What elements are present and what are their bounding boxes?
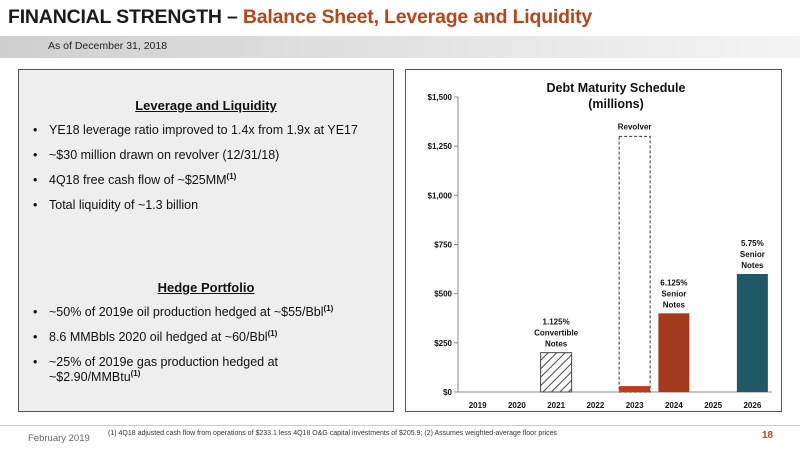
bar-label-2021: Notes — [545, 340, 568, 349]
list-item: ~$30 million drawn on revolver (12/31/18… — [31, 148, 383, 163]
chart-subtitle: (millions) — [588, 97, 644, 111]
x-tick-label: 2025 — [704, 401, 722, 410]
leverage-bullets: YE18 leverage ratio improved to 1.4x fro… — [31, 123, 383, 223]
as-of-band: As of December 31, 2018 — [0, 36, 800, 58]
x-tick-label: 2021 — [547, 401, 565, 410]
bar-2024 — [658, 313, 690, 392]
x-tick-label: 2022 — [586, 401, 604, 410]
y-tick-label: $1,250 — [428, 142, 453, 151]
bar-label-2021: Convertible — [534, 329, 579, 338]
leverage-heading: Leverage and Liquidity — [135, 98, 277, 113]
hedge-bullets: ~50% of 2019e oil production hedged at ~… — [31, 304, 383, 395]
y-tick-label: $250 — [434, 339, 452, 348]
list-item: ~50% of 2019e oil production hedged at ~… — [31, 304, 383, 320]
footer-date: February 2019 — [28, 433, 90, 444]
bar-2023 — [619, 386, 651, 392]
chart-title: Debt Maturity Schedule — [547, 81, 686, 95]
revolver-outline — [618, 135, 651, 393]
title-accent: Balance Sheet, Leverage and Liquidity — [242, 6, 593, 28]
y-tick-label: $1,000 — [428, 191, 453, 200]
page-title: FINANCIAL STRENGTH – Balance Sheet, Leve… — [8, 6, 592, 29]
debt-maturity-chart: Debt Maturity Schedule (millions) $0 $250… — [428, 81, 772, 410]
y-tick-label: $500 — [434, 290, 452, 299]
footer-divider — [0, 425, 800, 426]
title-separator: – — [227, 6, 238, 28]
x-tick-label: 2024 — [665, 401, 683, 410]
x-tick-label: 2023 — [626, 401, 644, 410]
x-tick-label: 2026 — [743, 401, 761, 410]
x-tick-label: 2020 — [508, 401, 526, 410]
title-main: FINANCIAL STRENGTH — [8, 6, 222, 28]
y-tick-label: $750 — [434, 241, 452, 250]
list-item: Total liquidity of ~1.3 billion — [31, 198, 383, 213]
debt-maturity-chart-panel: Debt Maturity Schedule (millions) $0 $250… — [405, 69, 782, 412]
hedge-heading: Hedge Portfolio — [157, 280, 255, 295]
as-of-date: As of December 31, 2018 — [48, 40, 168, 52]
bar-label-2026: Notes — [741, 261, 764, 270]
bar-2021 — [540, 352, 573, 393]
x-tick-label: 2019 — [469, 401, 487, 410]
bar-2026 — [736, 274, 768, 392]
title-bar: FINANCIAL STRENGTH – Balance Sheet, Leve… — [0, 0, 800, 36]
bar-label-2024: Notes — [663, 300, 686, 309]
list-item: ~25% of 2019e gas production hedged at ~… — [31, 355, 383, 385]
list-item: 4Q18 free cash flow of ~$25MM(1) — [31, 172, 383, 188]
bar-label-2021: 1.125% — [543, 318, 570, 327]
bar-label-2024: Senior — [661, 289, 686, 298]
bar-label-2026: 5.75% — [741, 239, 764, 248]
footnote: (1) 4Q18 adjusted cash flow from operati… — [108, 430, 558, 437]
revolver-label: Revolver — [618, 122, 652, 131]
leverage-hedge-panel: Leverage and Liquidity YE18 leverage rat… — [18, 69, 394, 412]
y-tick-label: $1,500 — [428, 93, 453, 102]
y-tick-label: $0 — [443, 388, 452, 397]
bar-label-2026: Senior — [740, 250, 765, 259]
list-item: YE18 leverage ratio improved to 1.4x fro… — [31, 123, 383, 138]
bar-label-2024: 6.125% — [660, 278, 687, 287]
list-item: 8.6 MMBbls 2020 oil hedged at ~60/Bbl(1) — [31, 329, 383, 345]
page-number: 18 — [762, 430, 774, 441]
